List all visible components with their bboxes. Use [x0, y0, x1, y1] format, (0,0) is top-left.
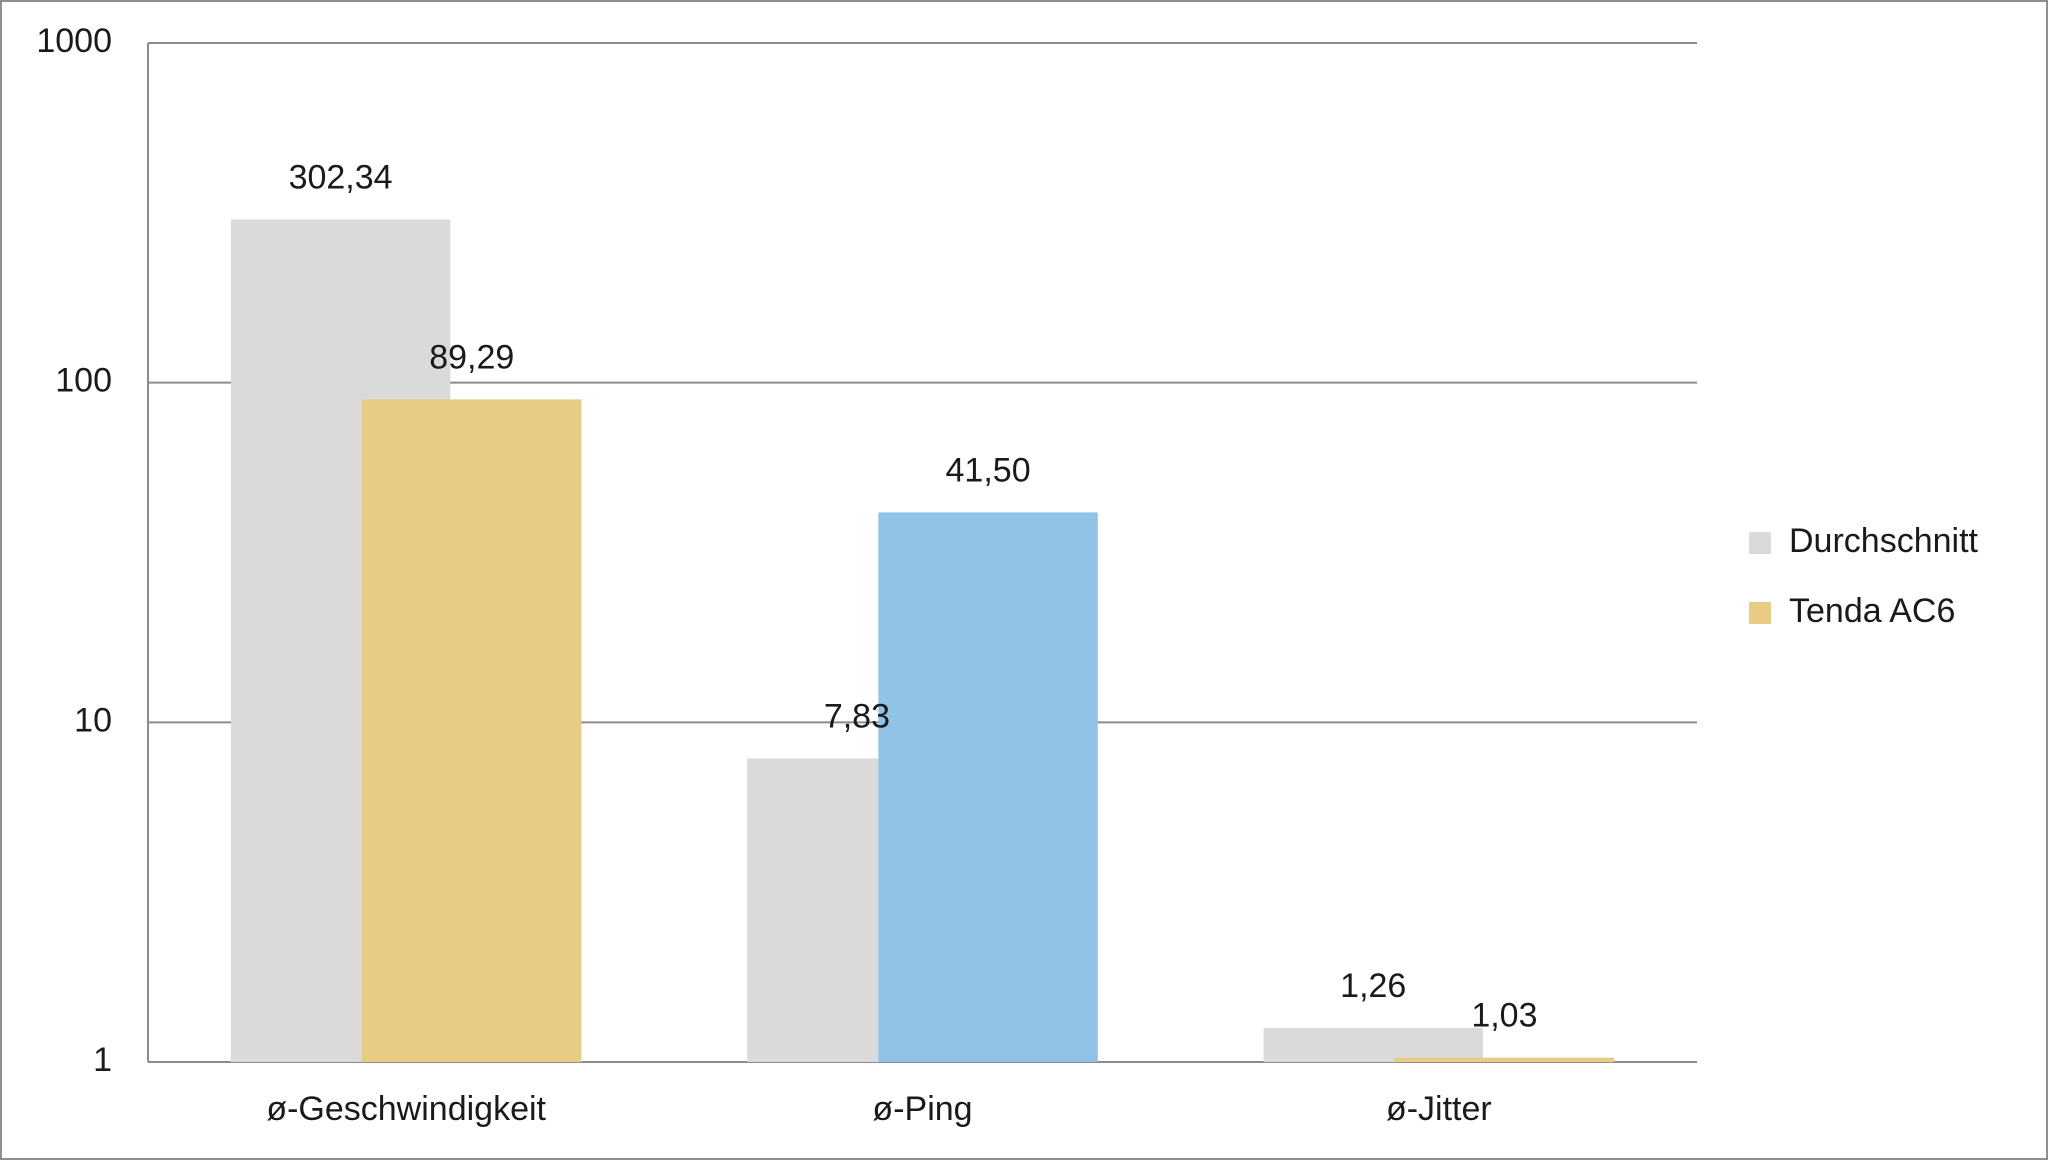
data-label: 7,83	[824, 697, 890, 735]
y-tick-label: 10	[74, 701, 112, 739]
bar	[1263, 1027, 1483, 1062]
y-tick-label: 1	[93, 1041, 112, 1079]
bar	[362, 399, 582, 1062]
legend-label: Tenda AC6	[1789, 592, 1955, 630]
data-label: 1,03	[1471, 997, 1537, 1035]
y-tick-label: 1000	[36, 22, 112, 60]
legend-swatch	[1749, 602, 1771, 624]
legend-swatch	[1749, 532, 1771, 554]
data-label: 41,50	[946, 451, 1031, 489]
x-tick-label: ø-Geschwindigkeit	[266, 1090, 546, 1128]
y-tick-label: 100	[55, 362, 112, 400]
x-tick-label: ø-Jitter	[1386, 1090, 1492, 1128]
bar	[878, 512, 1098, 1062]
data-label: 302,34	[289, 158, 393, 196]
data-label: 1,26	[1340, 967, 1406, 1005]
bar	[1394, 1057, 1615, 1062]
legend-label: Durchschnitt	[1789, 522, 1979, 560]
data-label: 89,29	[429, 338, 514, 376]
x-tick-label: ø-Ping	[872, 1090, 972, 1128]
